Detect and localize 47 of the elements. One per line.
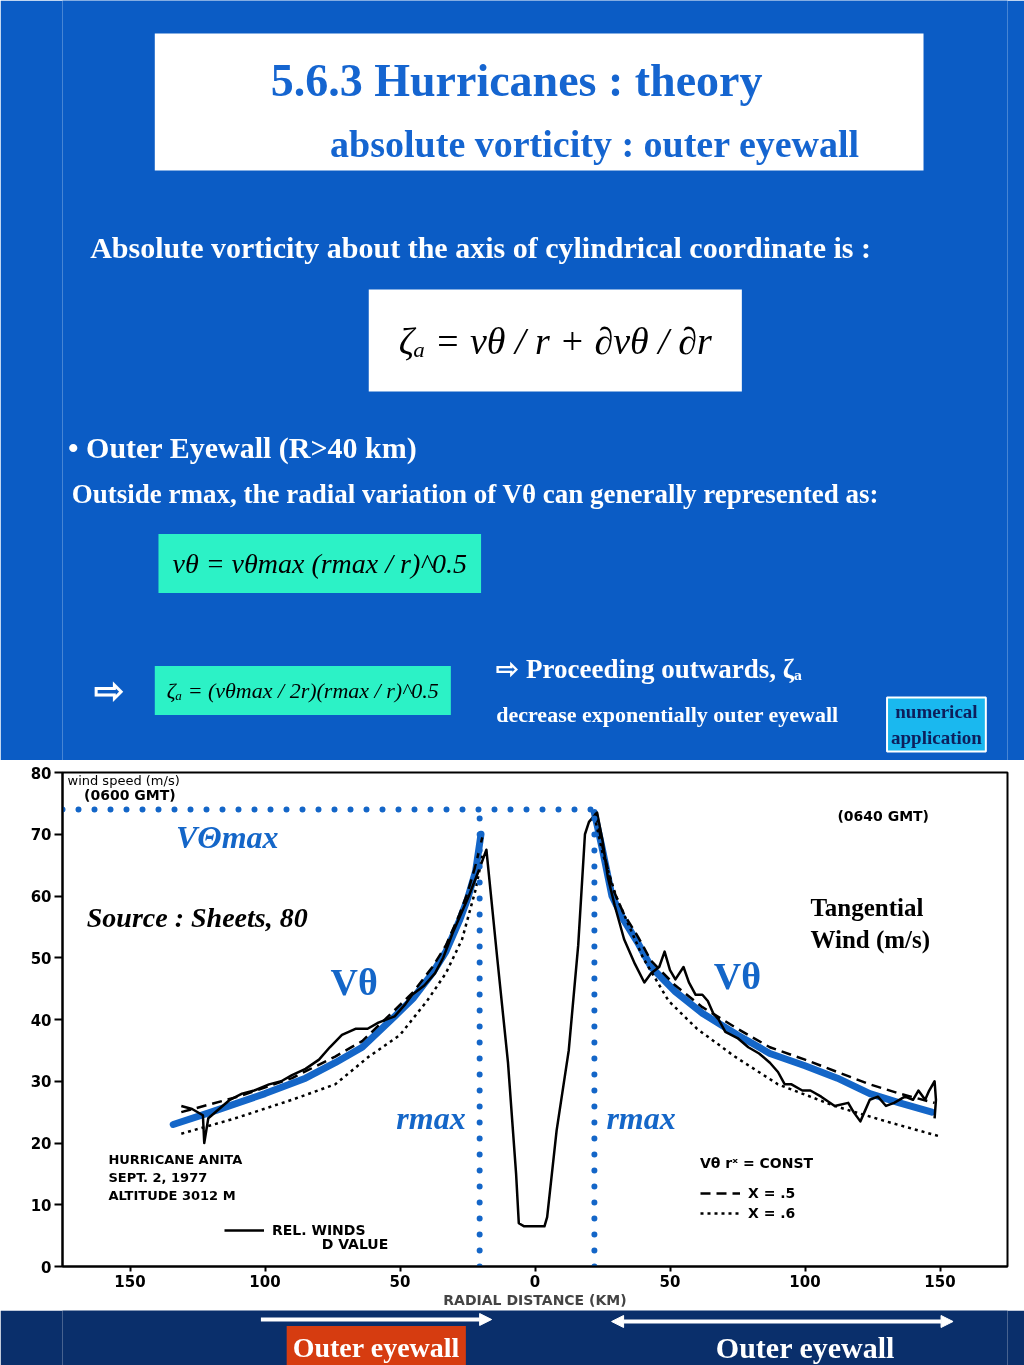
annotation: HURRICANE ANITA SEPT. 2, 1977 ALTITUDE 3012 M xyxy=(108,1152,243,1204)
text: ⇨ xyxy=(93,670,124,711)
y-tick-label: 40 xyxy=(30,1011,52,1030)
ref-line-label: rmax xyxy=(606,1100,676,1137)
text: ⇨ Proceeding outwards, ζₐ xyxy=(496,653,802,684)
x-tick-label: 50 xyxy=(389,1272,411,1291)
text: Outside rmax, the radial variation of Vθ can generally represented as: xyxy=(71,478,879,509)
text: • Outer Eyewall (R>40 km) xyxy=(68,431,417,465)
text: Outer eyewall xyxy=(292,1332,460,1363)
annotation: Vθ xyxy=(330,961,378,1004)
x-tick-label: 150 xyxy=(924,1272,956,1291)
x-tick-label: 100 xyxy=(249,1272,281,1291)
annotation: (0600 GMT) xyxy=(84,787,176,804)
x-tick-label: 0 xyxy=(529,1272,541,1291)
text: numerical application xyxy=(891,701,983,748)
y-tick-label: 30 xyxy=(30,1073,52,1092)
x-axis-title: RADIAL DISTANCE (KM) xyxy=(443,1291,627,1308)
chart-title: 5.6.3 Hurricanes : theory xyxy=(270,55,763,106)
x-tick-label: 150 xyxy=(114,1272,146,1291)
y-tick-label: 60 xyxy=(30,888,52,906)
annotation: Vθ xyxy=(713,955,762,998)
legend-label: X = .5 xyxy=(748,1185,796,1201)
legend-label: X = .6 xyxy=(748,1205,796,1221)
y-tick-label: 20 xyxy=(30,1135,52,1153)
legend-title: Vθ rˣ = CONST xyxy=(700,1155,814,1171)
text: vθ = vθmax (rmax / r)^0.5 xyxy=(172,548,468,579)
y-tick-label: 0 xyxy=(41,1258,52,1277)
legend-label: REL. WINDS xyxy=(272,1222,366,1238)
text: ζₐ = (vθmax / 2r)(rmax / r)^0.5 xyxy=(166,678,439,703)
y-tick-label: 70 xyxy=(30,826,52,845)
text: ζₐ = vθ / r + ∂vθ / ∂r xyxy=(398,319,713,362)
ref-line-label: rmax xyxy=(396,1100,466,1137)
chart-subtitle: absolute vorticity : outer eyewall xyxy=(330,122,860,165)
x-tick-label: 50 xyxy=(659,1272,681,1291)
y-tick-label: 10 xyxy=(30,1196,52,1215)
text: decrease exponentially outer eyewall xyxy=(496,702,839,727)
annotation: Source : Sheets, 80 xyxy=(86,902,308,934)
y-tick-label: 80 xyxy=(30,764,52,783)
annotation: (0640 GMT) xyxy=(837,807,930,824)
annotation: Tangential Wind (m/s) xyxy=(810,894,931,955)
text: Absolute vorticity about the axis of cylindrical coordinate is : xyxy=(90,231,871,264)
x-tick-label: 100 xyxy=(789,1272,821,1291)
text: Outer eyewall xyxy=(715,1331,895,1364)
annotation: D VALUE xyxy=(321,1236,389,1253)
y-axis-title: wind speed (m/s) xyxy=(67,772,180,788)
ref-line-label: VΘmax xyxy=(175,819,279,856)
y-tick-label: 50 xyxy=(30,949,52,968)
